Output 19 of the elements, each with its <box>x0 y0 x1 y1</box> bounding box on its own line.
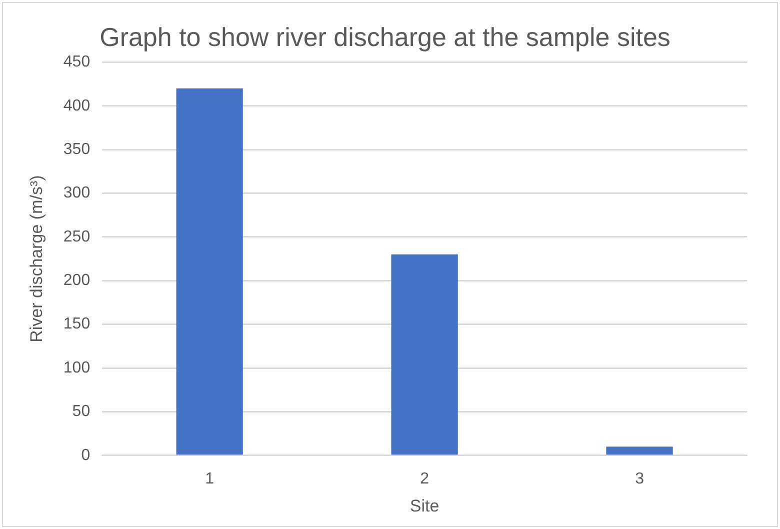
y-tick-label: 100 <box>63 359 90 376</box>
bar <box>391 254 458 455</box>
y-tick-label: 250 <box>63 228 90 246</box>
x-tick-label: 1 <box>205 470 214 488</box>
y-axis-title: River discharge (m/s³) <box>26 175 46 342</box>
bar <box>606 446 673 455</box>
y-tick-label: 0 <box>81 446 90 464</box>
y-tick-label: 300 <box>63 184 90 202</box>
x-tick-label: 3 <box>635 470 644 488</box>
y-tick-label: 400 <box>63 97 90 114</box>
x-axis-title: Site <box>410 496 440 516</box>
y-tick-label: 350 <box>63 140 90 158</box>
y-tick-label: 200 <box>63 272 90 290</box>
bar <box>176 88 243 455</box>
x-tick-label: 2 <box>420 470 430 488</box>
chart-title: Graph to show river discharge at the sample sites <box>100 22 670 52</box>
y-tick-label: 150 <box>63 316 90 333</box>
y-tick-label: 50 <box>72 403 90 420</box>
y-tick-label: 450 <box>63 54 90 71</box>
